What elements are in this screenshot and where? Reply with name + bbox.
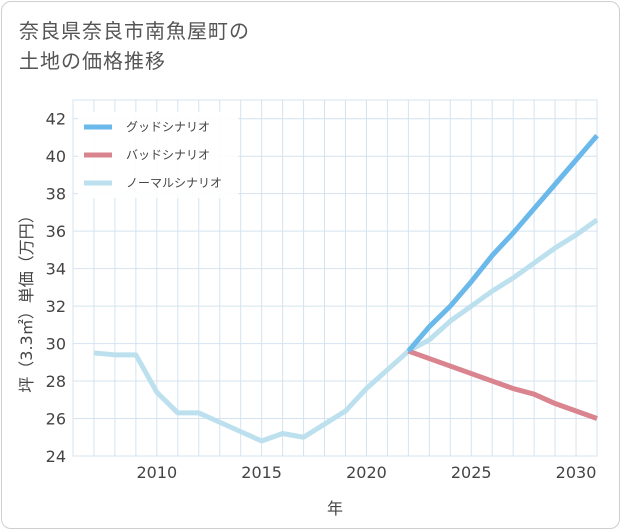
x-tick-label: 2020 [346, 463, 387, 482]
x-tick-label: 2030 [556, 463, 597, 482]
y-axis-title: 坪（3.3㎡）単価（万円） [17, 207, 36, 392]
x-tick-label: 2015 [241, 463, 282, 482]
legend-label: バッドシナリオ [126, 148, 210, 162]
y-tick-label: 28 [46, 372, 66, 391]
grid-y [73, 118, 597, 457]
y-tick-label: 38 [46, 185, 66, 204]
legend-label: ノーマルシナリオ [126, 176, 222, 190]
series-layer [93, 133, 599, 444]
series-line-bad [407, 348, 598, 421]
chart-title-line-1: 奈良県奈良市南魚屋町の [19, 19, 250, 43]
y-axis-ticks: 24 26 28 30 32 34 36 38 40 42 [46, 110, 66, 466]
y-tick-label: 26 [46, 410, 66, 429]
x-axis-ticks: 2010 2015 2020 2025 2030 [136, 463, 596, 482]
series-line-good [406, 133, 599, 353]
legend-label: グッドシナリオ [126, 120, 210, 134]
y-tick-label: 42 [46, 110, 66, 129]
series-line-normal [93, 217, 599, 444]
y-tick-label: 30 [46, 335, 66, 354]
y-tick-label: 36 [46, 222, 66, 241]
x-tick-label: 2010 [136, 463, 177, 482]
y-tick-label: 24 [46, 447, 66, 466]
y-tick-label: 40 [46, 147, 66, 166]
x-tick-label: 2025 [451, 463, 492, 482]
chart-title-line-2: 土地の価格推移 [19, 49, 166, 73]
y-tick-label: 32 [46, 297, 66, 316]
x-axis-title: 年 [327, 499, 343, 518]
y-tick-label: 34 [46, 260, 66, 279]
chart-title: 奈良県奈良市南魚屋町の 土地の価格推移 [19, 16, 439, 76]
